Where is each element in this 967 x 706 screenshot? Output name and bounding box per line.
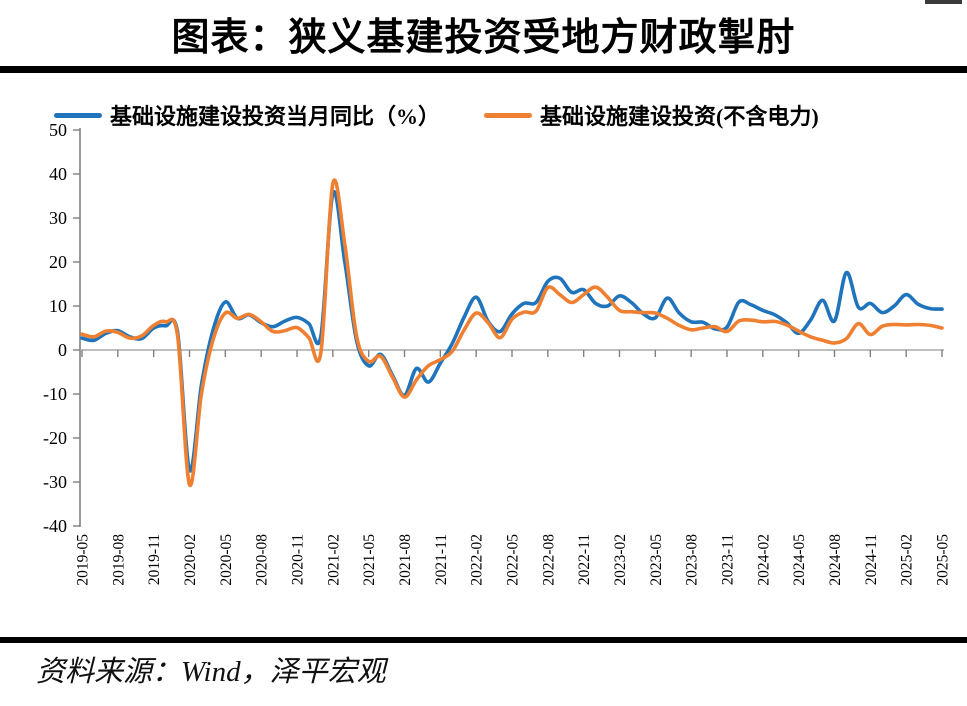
legend-item-excl-power: 基础设施建设投资(不含电力) [484,99,819,131]
x-tick-label: 2024-02 [755,534,772,586]
x-tick-label: 2024-11 [863,534,880,585]
x-tick-label: 2024-08 [827,534,844,586]
legend-line-blue-icon [54,112,102,118]
legend-label: 基础设施建设投资(不含电力) [540,104,819,129]
y-tick-label: 10 [49,296,67,316]
y-tick-label: -20 [43,428,67,448]
y-tick-label: 20 [49,252,67,272]
chart-legend: 基础设施建设投资当月同比（%） 基础设施建设投资(不含电力) [54,99,954,131]
x-tick-label: 2023-05 [648,534,665,586]
y-tick-label: 30 [49,208,67,228]
x-tick-label: 2019-08 [110,534,127,586]
x-tick-label: 2024-05 [791,534,808,586]
x-tick-label: 2022-05 [505,534,522,586]
chart-title: 图表：狭义基建投资受地方财政掣肘 [171,17,796,59]
x-tick-label: 2021-11 [433,534,450,585]
x-tick-label: 2021-08 [397,534,414,586]
x-tick-label: 2023-02 [612,534,629,586]
series-line-orange [80,178,944,488]
window-edge-fragment [925,0,962,4]
x-tick-label: 2021-02 [325,534,342,586]
legend-item-monthly-yoy: 基础设施建设投资当月同比（%） [54,99,440,131]
x-tick-label: 2022-11 [576,534,593,585]
footer-divider-rule [0,637,967,643]
series-line-blue [80,189,944,473]
x-tick-label: 2023-08 [684,534,701,586]
legend-label: 基础设施建设投资当月同比（%） [110,104,441,129]
y-tick-label: 50 [49,120,67,140]
y-tick-label: 40 [49,164,67,184]
x-tick-label: 2022-08 [540,534,557,586]
y-tick-label: -30 [43,472,67,492]
x-tick-label: 2023-11 [720,534,737,585]
title-divider-rule [0,66,967,73]
source-note: 资料来源：Wind，泽平宏观 [36,656,386,688]
legend-line-orange-icon [484,112,533,118]
y-tick-label: -10 [43,384,67,404]
x-tick-label: 2022-02 [469,534,486,586]
y-tick-label: 0 [58,340,67,360]
y-tick-label: -40 [43,516,67,536]
x-tick-label: 2020-08 [254,534,271,586]
x-tick-label: 2020-02 [182,534,199,586]
x-tick-label: 2021-05 [361,534,378,586]
x-tick-label: 2019-11 [146,534,163,585]
x-tick-label: 2025-02 [899,534,916,586]
x-tick-label: 2019-05 [75,534,92,586]
x-tick-label: 2020-11 [290,534,307,585]
x-tick-label: 2025-05 [935,534,952,586]
x-tick-label: 2020-05 [218,534,235,586]
